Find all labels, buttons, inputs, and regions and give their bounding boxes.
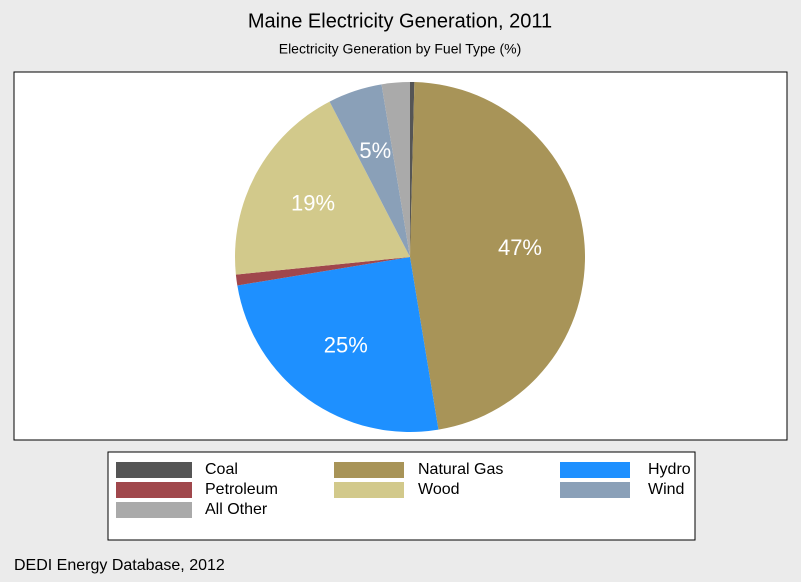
- data-label: 25%: [324, 332, 368, 357]
- pie-slice: [235, 101, 410, 275]
- legend-label: Petroleum: [205, 481, 278, 498]
- legend-swatch: [116, 462, 192, 478]
- pie-slice: [329, 84, 410, 257]
- data-label: 19%: [291, 190, 335, 215]
- pie-slice: [410, 82, 415, 257]
- pie-slice: [237, 257, 439, 432]
- pie-slice: [410, 82, 586, 430]
- legend-swatch: [334, 462, 404, 478]
- legend-label: Coal: [205, 461, 238, 478]
- legend-swatch: [116, 502, 192, 518]
- chart-subtitle: Electricity Generation by Fuel Type (%): [279, 41, 522, 57]
- legend-swatch: [560, 482, 630, 498]
- legend-label: All Other: [205, 501, 268, 518]
- legend-label: Wood: [418, 481, 460, 498]
- source-note: DEDI Energy Database, 2012: [14, 557, 225, 574]
- pie-slice: [235, 257, 410, 286]
- legend-swatch: [560, 462, 630, 478]
- pie-slice: [381, 82, 410, 257]
- legend-swatch: [116, 482, 192, 498]
- legend-label: Wind: [648, 481, 684, 498]
- data-label: 47%: [498, 235, 542, 260]
- legend-label: Hydro: [648, 461, 691, 478]
- legend-label: Natural Gas: [418, 461, 503, 478]
- data-label: 5%: [359, 138, 391, 163]
- legend-swatch: [334, 482, 404, 498]
- chart-title: Maine Electricity Generation, 2011: [248, 10, 552, 32]
